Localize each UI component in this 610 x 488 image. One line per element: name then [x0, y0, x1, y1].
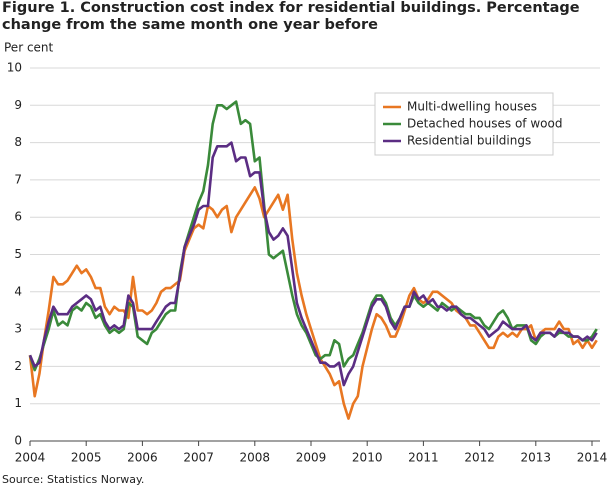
y-axis-label: Per cent: [4, 41, 54, 55]
x-tick-label: 2014: [577, 451, 608, 465]
x-tick-label: 2013: [521, 451, 552, 465]
source: Source: Statistics Norway.: [2, 473, 144, 486]
x-tick-label: 2007: [183, 451, 214, 465]
series-line: [28, 186, 598, 420]
x-tick-label: 2008: [240, 451, 271, 465]
y-tick-label: 5: [14, 247, 22, 261]
x-tick-label: 2009: [296, 451, 327, 465]
x-tick-label: 2011: [408, 451, 439, 465]
legend-label: Residential buildings: [407, 134, 531, 148]
x-tick-label: 2005: [71, 451, 102, 465]
y-tick-label: 8: [14, 135, 22, 149]
legend-box: [374, 92, 554, 156]
series-line: [28, 141, 598, 387]
y-tick-label: 7: [14, 172, 22, 186]
x-tick-label: 2010: [352, 451, 383, 465]
x-tick-label: 2012: [464, 451, 495, 465]
legend-label: Multi-dwelling houses: [407, 100, 537, 114]
y-tick-label: 6: [14, 210, 22, 224]
y-tick-label: 3: [14, 322, 22, 336]
legend-label: Detached houses of wood: [407, 117, 562, 131]
y-tick-label: 9: [14, 98, 22, 112]
y-tick-label: 2: [14, 359, 22, 373]
chart-title: Figure 1. Construction cost index for re…: [2, 0, 580, 33]
y-tick-label: 4: [14, 284, 22, 298]
y-tick-label: 10: [7, 61, 22, 75]
y-tick-label: 0: [14, 434, 22, 448]
x-tick-label: 2004: [15, 451, 46, 465]
x-tick-label: 2006: [127, 451, 158, 465]
y-tick-label: 1: [14, 396, 22, 410]
